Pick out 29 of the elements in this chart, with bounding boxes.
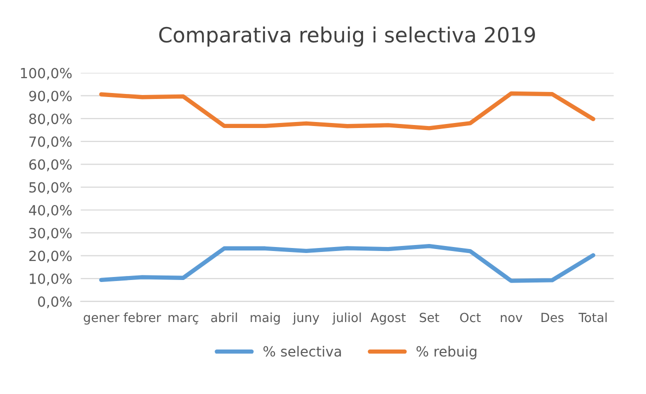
y-tick-label: 20,0% bbox=[29, 250, 72, 263]
y-tick-label: 90,0% bbox=[29, 90, 72, 103]
x-tick-label: juliol bbox=[332, 312, 361, 325]
y-tick-label: 10,0% bbox=[30, 274, 72, 286]
x-tick-label: febrer bbox=[124, 312, 162, 322]
legend-label: % rebuig bbox=[416, 346, 476, 360]
x-tick-label: nov bbox=[500, 315, 522, 322]
y-tick-label: 70,0% bbox=[29, 136, 72, 148]
y-tick-label: 100,0% bbox=[20, 68, 72, 80]
chart-title: Comparativa rebuig i selectiva 2019 bbox=[159, 26, 535, 47]
y-tick-label: 40,0% bbox=[28, 204, 72, 217]
x-tick-label: Des bbox=[542, 312, 564, 322]
y-tick-label: 80,0% bbox=[29, 114, 72, 126]
x-tick-label: Set bbox=[420, 312, 440, 322]
x-tick-label: gener bbox=[84, 315, 120, 325]
y-tick-label: 30,0% bbox=[29, 228, 72, 240]
y-tick-label: 60,0% bbox=[29, 159, 72, 172]
legend-label: % selectiva bbox=[263, 346, 341, 357]
x-tick-label: abril bbox=[211, 312, 237, 322]
line-series bbox=[99, 91, 596, 130]
line-series bbox=[99, 244, 596, 283]
y-tick-label: 50,0% bbox=[29, 182, 72, 194]
x-tick-label: Oct bbox=[460, 312, 481, 322]
x-tick-label: març bbox=[168, 315, 198, 324]
x-tick-label: juny bbox=[292, 312, 320, 325]
x-tick-label: Total bbox=[578, 312, 607, 322]
x-tick-label: maig bbox=[250, 312, 280, 325]
y-tick-label: 0,0% bbox=[38, 296, 72, 308]
x-tick-label: Agost bbox=[370, 312, 406, 325]
